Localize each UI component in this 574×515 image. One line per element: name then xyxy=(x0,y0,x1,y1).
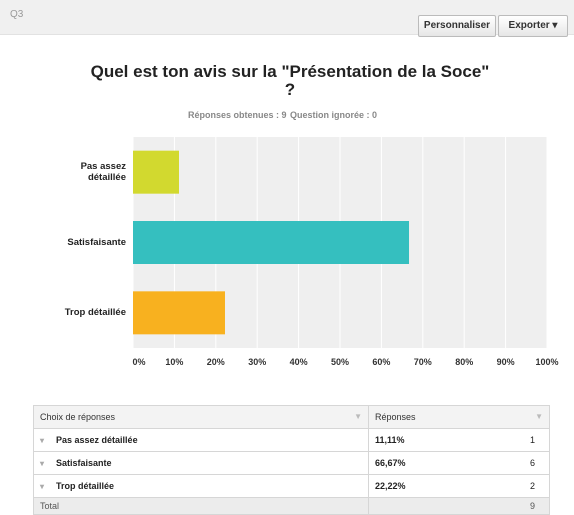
bar xyxy=(133,221,410,264)
choice-cell: ▾ Pas assez détaillée xyxy=(33,428,369,452)
response-percent: 11,11% xyxy=(375,435,405,445)
header-text: Réponses xyxy=(375,412,416,422)
skipped-count: Question ignorée : 0 xyxy=(290,110,378,120)
x-tick-label: 0% xyxy=(132,357,145,367)
response-cell: 66,67% 6 xyxy=(368,451,550,475)
response-percent: 22,22% xyxy=(375,481,406,491)
response-cell: 11,11% 1 xyxy=(368,428,550,452)
response-percent: 66,67% xyxy=(375,458,406,468)
header-cell[interactable]: Réponses ▼ xyxy=(368,405,550,429)
x-tick-label: 100% xyxy=(535,357,558,367)
choice-cell: ▾ Satisfaisante xyxy=(33,451,369,475)
response-cell: 22,22% 2 xyxy=(368,474,550,498)
expand-icon: ▾ xyxy=(40,482,45,491)
question-number: Q3 xyxy=(10,9,24,20)
question-header: Q3 Personnaliser Exporter ▾ xyxy=(0,0,574,37)
header-text: Choix de réponses xyxy=(40,412,116,422)
category-label: Trop détaillée xyxy=(64,306,126,318)
customize-button[interactable]: Personnaliser xyxy=(418,15,496,37)
choice-label: Satisfaisante xyxy=(56,458,112,468)
table-row: ▾ Trop détaillée 22,22% 2 xyxy=(33,474,550,498)
response-count: 6 xyxy=(529,458,535,468)
expand-icon: ▾ xyxy=(40,436,45,445)
export-label: Exporter xyxy=(508,20,550,31)
choice-label: Trop détaillée xyxy=(56,481,115,491)
x-tick-label: 80% xyxy=(455,357,473,367)
results-table: Choix de réponses ▼ Réponses ▼ ▾ Pas assez … xyxy=(33,405,550,515)
x-tick-label: 50% xyxy=(331,357,349,367)
category-label: Pas assez détaillée xyxy=(80,161,126,184)
total-label: Total xyxy=(33,497,369,515)
chart: 0% 10% 20% 30% 40% 50% 60% 70% 80% 90% 100% xyxy=(132,137,559,367)
total-count: 9 xyxy=(368,497,550,515)
table-row: ▾ Pas assez détaillée 11,11% 1 xyxy=(33,428,550,452)
bar xyxy=(133,150,179,194)
x-tick-label: 60% xyxy=(372,357,390,367)
export-button[interactable]: Exporter ▾ xyxy=(498,15,568,37)
choice-label: Pas assez détaillée xyxy=(56,435,138,445)
bar xyxy=(133,291,225,335)
x-tick-label: 70% xyxy=(414,357,432,367)
response-count: 2 xyxy=(529,481,535,491)
x-tick-label: 10% xyxy=(165,357,183,367)
x-tick-label: 30% xyxy=(248,357,266,367)
header-cell[interactable]: Choix de réponses ▼ xyxy=(33,405,369,429)
expand-icon: ▾ xyxy=(40,459,45,468)
x-tick-label: 20% xyxy=(207,357,225,367)
response-count: 1 xyxy=(529,435,535,445)
x-tick-label: 90% xyxy=(497,357,515,367)
x-tick-label: 40% xyxy=(290,357,308,367)
responses-count: Réponses obtenues : 9 xyxy=(188,110,287,120)
chart-title: Quel est ton avis sur la "Présentation d… xyxy=(90,62,490,99)
category-label: Satisfaisante xyxy=(67,236,126,248)
table-row: ▾ Satisfaisante 66,67% 6 xyxy=(33,451,550,475)
choice-cell: ▾ Trop détaillée xyxy=(33,474,369,498)
